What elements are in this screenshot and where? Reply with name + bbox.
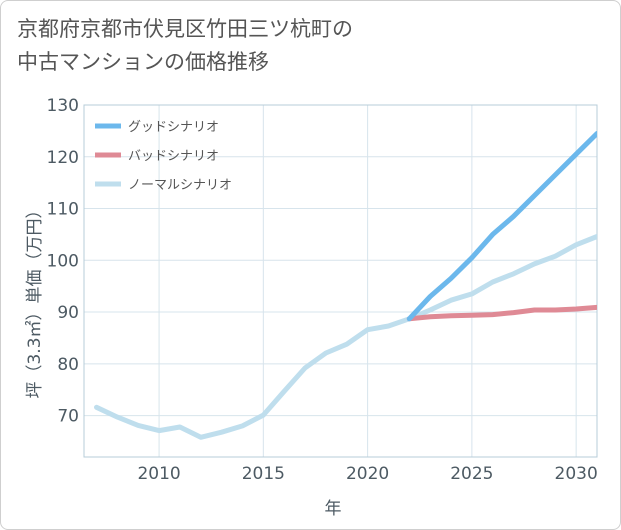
y-tick-label: 100 xyxy=(47,251,79,271)
chart-title: 京都府京都市伏見区竹田三ツ杭町の 中古マンションの価格推移 xyxy=(17,13,353,79)
y-axis-title: 坪（3.3㎡）単価（万円） xyxy=(25,201,45,398)
y-tick-label: 70 xyxy=(57,407,79,427)
series-lines xyxy=(94,131,597,440)
series-line-2 xyxy=(94,234,597,440)
x-tick-label: 2010 xyxy=(137,464,180,484)
legend-label-0: グッドシナリオ xyxy=(128,120,219,135)
x-tick-label: 2025 xyxy=(450,464,493,484)
legend-label-1: バッドシナリオ xyxy=(128,149,219,164)
series-line-1 xyxy=(406,304,597,322)
y-tick-label: 80 xyxy=(57,355,79,375)
chart-title-line-1: 京都府京都市伏見区竹田三ツ杭町の xyxy=(17,17,353,41)
y-tick-label: 130 xyxy=(47,96,79,116)
y-tick-labels: 70 80 90 100 110 120 130 xyxy=(47,96,79,427)
plot-area-frame xyxy=(83,104,598,458)
legend-label-2: ノーマルシナリオ xyxy=(128,178,232,193)
series-layer xyxy=(94,131,597,440)
x-tick-labels: 2010 2015 2020 2025 2030 xyxy=(137,464,597,484)
x-tick-label: 2020 xyxy=(346,464,389,484)
x-tick-label: 2030 xyxy=(555,464,598,484)
y-tick-label: 90 xyxy=(57,303,79,323)
y-tick-label: 110 xyxy=(47,200,79,220)
x-axis-title: 年 xyxy=(325,499,342,519)
series-line-0 xyxy=(406,131,597,322)
chart-title-line-2: 中古マンションの価格推移 xyxy=(17,50,269,74)
x-tick-label: 2015 xyxy=(242,464,285,484)
y-tick-label: 120 xyxy=(47,148,79,168)
